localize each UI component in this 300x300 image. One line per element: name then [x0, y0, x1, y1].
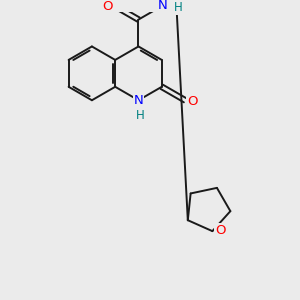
Text: H: H	[136, 109, 145, 122]
Text: H: H	[174, 1, 183, 13]
Text: O: O	[102, 0, 113, 13]
Text: N: N	[158, 0, 168, 12]
Text: N: N	[134, 94, 143, 107]
Text: O: O	[188, 95, 198, 108]
Text: O: O	[215, 224, 225, 237]
